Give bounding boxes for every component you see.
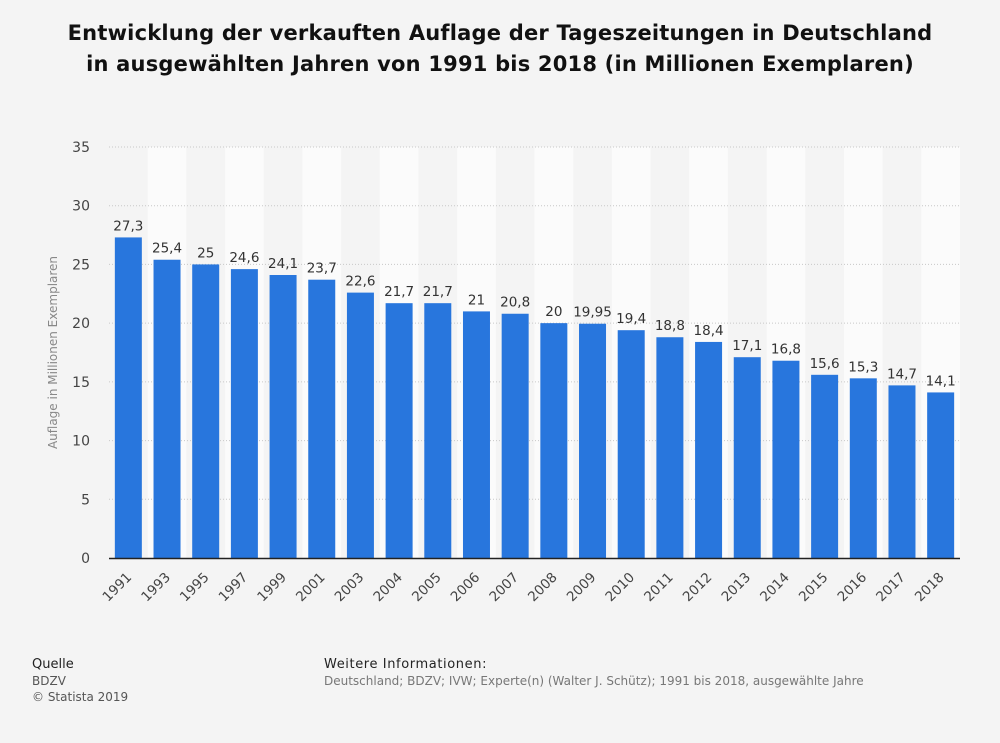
data-label: 25,4 — [152, 241, 182, 257]
bar — [811, 374, 839, 558]
y-tick-label: 5 — [81, 492, 90, 508]
data-label: 15,3 — [848, 359, 878, 375]
y-tick-label: 0 — [81, 551, 90, 567]
data-label: 14,1 — [926, 373, 956, 389]
x-tick-label: 2014 — [757, 570, 793, 606]
y-tick-label: 10 — [72, 434, 90, 450]
info-block: Weitere Informationen: Deutschland; BDZV… — [324, 657, 864, 689]
data-label: 21,7 — [384, 284, 414, 300]
bar — [346, 292, 374, 558]
y-tick-label: 20 — [72, 316, 90, 332]
x-tick-label: 2005 — [409, 570, 445, 606]
bar — [888, 385, 916, 558]
bar — [462, 311, 490, 558]
data-label: 22,6 — [345, 274, 375, 290]
data-label: 25 — [197, 245, 214, 261]
x-tick-label: 2006 — [448, 570, 484, 606]
x-tick-label: 2018 — [912, 570, 948, 606]
data-label: 24,1 — [268, 256, 298, 272]
x-tick-label: 2008 — [525, 570, 561, 606]
data-label: 18,8 — [655, 318, 685, 334]
bar — [153, 259, 181, 558]
bar — [849, 378, 877, 558]
x-tick-label: 2016 — [835, 570, 871, 606]
bar-chart: 0 5 10 15 20 25 30 35 Auflage in Millionen Exemp… — [46, 140, 960, 606]
bar — [192, 264, 220, 558]
data-label: 14,7 — [887, 366, 917, 382]
data-label: 16,8 — [771, 342, 801, 358]
x-tick-label: 1993 — [138, 570, 174, 606]
data-label: 21 — [468, 292, 485, 308]
bar — [269, 274, 297, 558]
data-label: 19,95 — [573, 305, 612, 321]
source-block: Quelle BDZV © Statista 2019 — [32, 657, 128, 705]
x-tick-label: 2015 — [796, 570, 832, 606]
bar — [695, 341, 723, 558]
bar — [501, 313, 529, 558]
data-label: 20,8 — [500, 295, 530, 311]
bar — [579, 323, 607, 558]
info-text: Deutschland; BDZV; IVW; Experte(n) (Walt… — [324, 674, 864, 688]
data-label: 23,7 — [307, 261, 337, 277]
bar — [424, 303, 452, 558]
x-tick-label: 2009 — [564, 570, 600, 606]
info-heading: Weitere Informationen: — [324, 657, 488, 672]
data-label: 17,1 — [732, 338, 762, 354]
y-tick-label: 25 — [72, 257, 90, 273]
x-tick-label: 1995 — [177, 570, 213, 606]
bar — [230, 269, 258, 558]
y-tick-label: 15 — [72, 375, 90, 391]
x-tick-label: 1997 — [216, 570, 252, 606]
data-label: 18,4 — [694, 323, 724, 339]
x-tick-label: 2017 — [873, 570, 909, 606]
x-tick-label: 2012 — [680, 570, 716, 606]
x-tick-label: 2004 — [370, 570, 406, 606]
source-heading: Quelle — [32, 657, 74, 672]
x-tick-label: 2007 — [486, 570, 522, 606]
data-label: 19,4 — [616, 311, 646, 327]
bar — [772, 360, 800, 558]
source-text: BDZV — [32, 674, 66, 688]
x-tick-label: 2011 — [641, 570, 677, 606]
x-tick-label: 2001 — [293, 570, 329, 606]
y-axis-label: Auflage in Millionen Exemplaren — [46, 256, 60, 449]
bar — [114, 237, 142, 559]
x-tick-label: 2013 — [718, 570, 754, 606]
x-tick-label: 1991 — [100, 570, 136, 606]
data-label: 27,3 — [113, 218, 143, 234]
x-tick-label: 2010 — [602, 570, 638, 606]
x-tick-label: 1999 — [254, 570, 290, 606]
data-label: 24,6 — [229, 250, 259, 266]
chart-title: Entwicklung der verkauften Auflage der T… — [67, 21, 933, 76]
y-tick-label: 30 — [72, 199, 90, 215]
bar — [733, 357, 761, 558]
bar — [656, 337, 684, 558]
bar — [617, 330, 645, 558]
bar — [540, 323, 568, 558]
bar — [927, 392, 955, 558]
y-tick-label: 35 — [72, 140, 90, 156]
x-tick-label: 2003 — [332, 570, 368, 606]
data-label: 20 — [545, 304, 562, 320]
copyright-text: © Statista 2019 — [32, 690, 129, 704]
bar — [308, 279, 336, 558]
bar — [385, 303, 413, 558]
data-label: 15,6 — [810, 356, 840, 372]
data-label: 21,7 — [423, 284, 453, 300]
